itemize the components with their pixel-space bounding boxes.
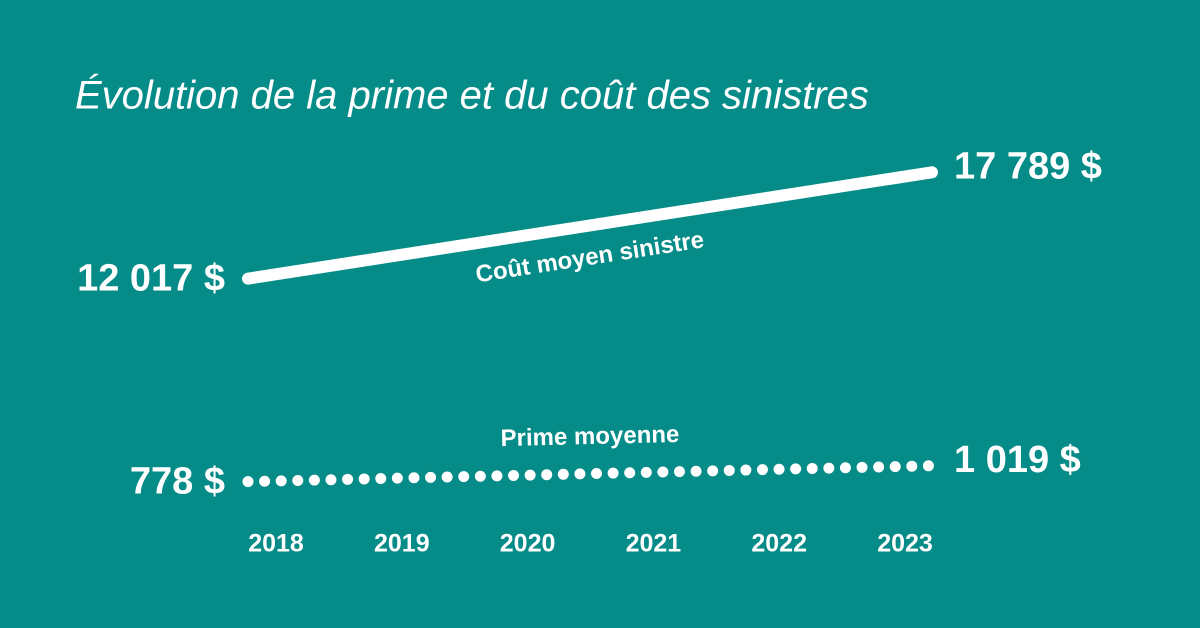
x-tick-label: 2020 [500,530,556,558]
value-label: 778 $ [130,461,225,503]
x-tick-label: 2018 [248,530,304,558]
value-label: 1 019 $ [954,439,1081,481]
x-tick-label: 2022 [751,530,807,558]
value-label: 17 789 $ [954,145,1102,187]
x-tick-label: 2021 [626,530,682,558]
series-line [242,166,938,285]
x-tick-label: 2019 [374,530,430,558]
chart-title: Évolution de la prime et du coût des sin… [75,73,869,118]
series-name: Prime moyenne [500,421,679,452]
x-tick-label: 2023 [877,530,933,558]
series-line [242,460,938,488]
value-label: 12 017 $ [77,258,225,300]
